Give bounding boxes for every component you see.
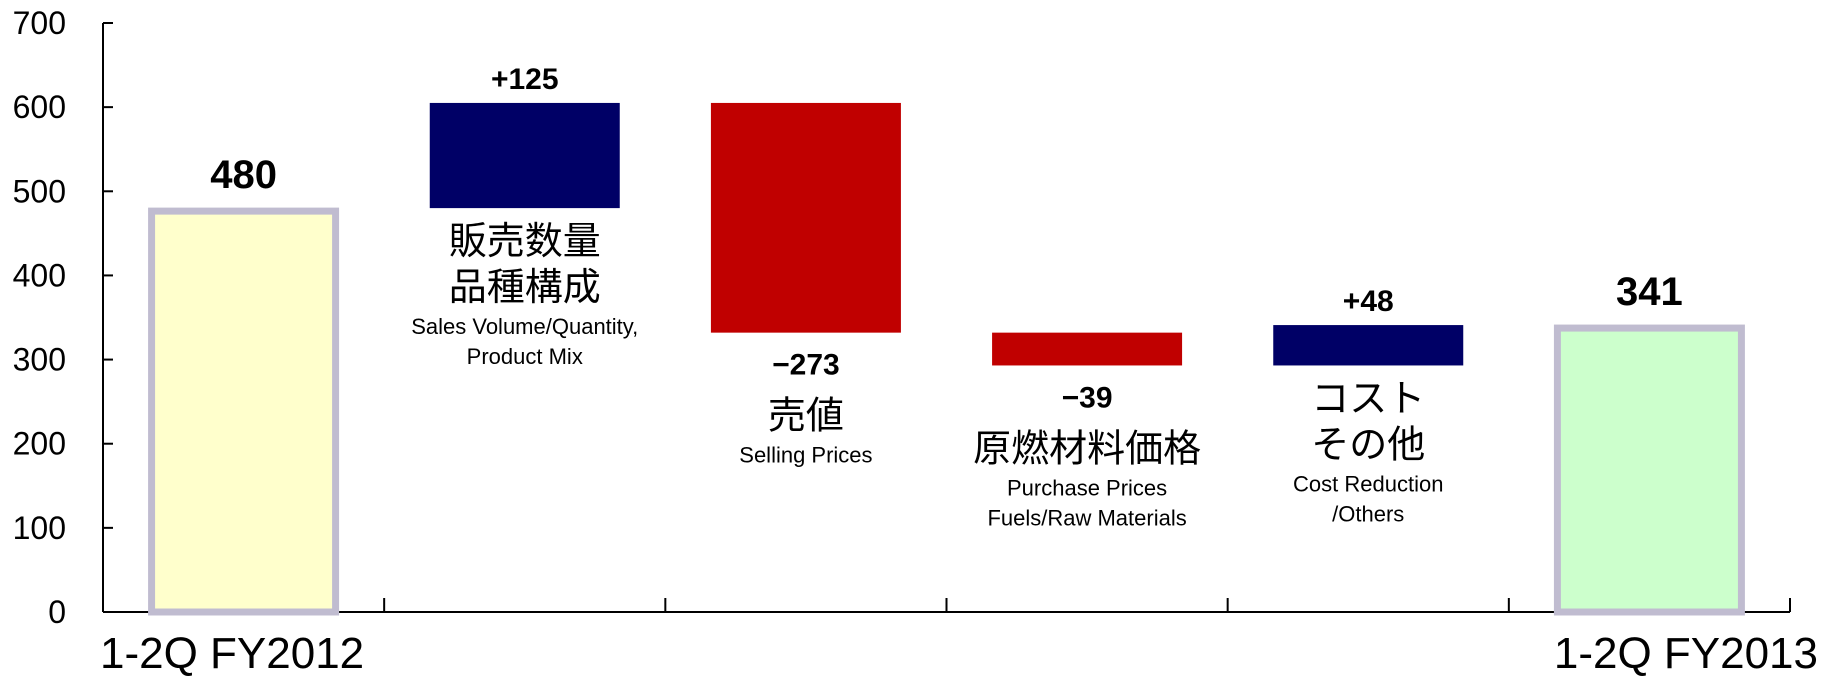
x-category-label: 1-2Q FY2013 (1554, 629, 1818, 678)
data-label: −273 (772, 349, 840, 382)
annotation-en: /Others (1332, 501, 1404, 526)
decrease-bar (992, 332, 1183, 366)
y-tick-label: 200 (13, 426, 66, 462)
data-label: 341 (1616, 270, 1683, 314)
y-tick-label: 700 (13, 5, 66, 41)
y-tick-label: 400 (13, 257, 66, 293)
annotation-jp: コスト (1311, 376, 1425, 420)
annotation-jp: 売値 (768, 394, 844, 438)
annotation-jp: 原燃材料価格 (973, 426, 1201, 470)
annotation-en: Product Mix (467, 344, 583, 369)
annotation-en: Sales Volume/Quantity, (411, 314, 638, 339)
annotation-jp: その他 (1311, 422, 1425, 466)
data-label: +125 (491, 63, 559, 96)
total-bar (1553, 324, 1745, 616)
annotation-en: Purchase Prices (1007, 475, 1167, 500)
data-label: 480 (210, 153, 277, 197)
y-tick-label: 100 (13, 510, 66, 546)
data-label: −39 (1062, 381, 1113, 414)
axes: 0 100 200 300 400 500 600 700 (13, 5, 1791, 630)
annotation-en: Cost Reduction (1293, 471, 1443, 496)
data-label: +48 (1343, 285, 1394, 318)
annotation-en: Selling Prices (739, 443, 872, 468)
annotation-jp: 品種構成 (449, 265, 601, 309)
bars (148, 102, 1745, 616)
x-category-label: 1-2Q FY2012 (100, 629, 364, 678)
increase-bar (429, 102, 620, 209)
annotation-jp: 販売数量 (449, 219, 601, 263)
y-tick-label: 0 (48, 594, 66, 630)
annotation-en: Fuels/Raw Materials (987, 505, 1186, 530)
y-tick-label: 300 (13, 342, 66, 378)
y-tick-label: 600 (13, 89, 66, 125)
total-bar (148, 207, 340, 616)
y-tick-label: 500 (13, 173, 66, 209)
increase-bar (1273, 325, 1464, 366)
decrease-bar (710, 102, 901, 333)
